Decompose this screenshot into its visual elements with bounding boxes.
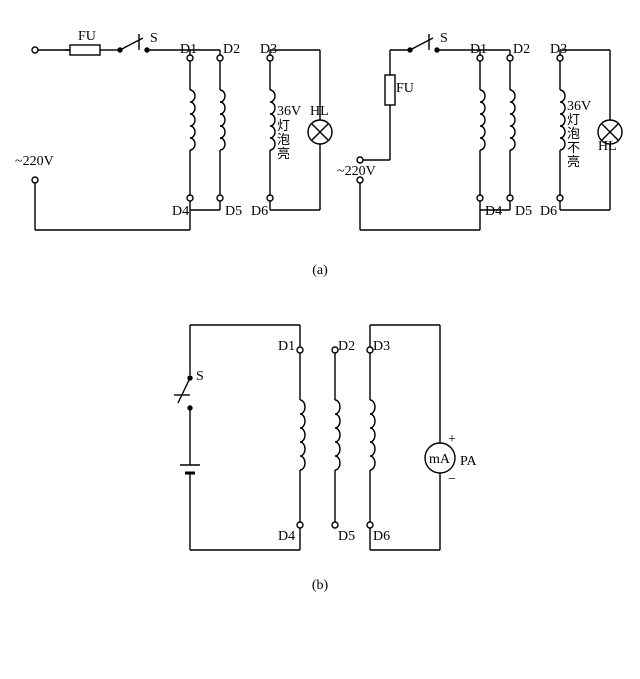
d6-b: D6: [373, 529, 390, 544]
caption-b: (b): [312, 578, 328, 594]
switch-label-r: S: [440, 31, 448, 46]
d5-b: D5: [338, 529, 355, 544]
d4-b: D4: [278, 529, 295, 544]
d1-b: D1: [278, 339, 295, 354]
caption-a: (a): [312, 263, 328, 279]
source-l: ~220V: [15, 154, 54, 169]
d6-l: D6: [251, 204, 268, 219]
meter-label: PA: [460, 454, 478, 469]
lamp-v-l: 36V: [277, 104, 301, 119]
d3-l: D3: [260, 42, 277, 57]
d2-l: D2: [223, 42, 240, 57]
d1-l: D1: [180, 42, 197, 57]
d1-r: D1: [470, 42, 487, 57]
d3-r: D3: [550, 42, 567, 57]
fuse-label-r: FU: [396, 81, 414, 96]
lamp-state-r3: 不: [567, 140, 580, 155]
lamp-state-l1: 灯: [277, 118, 290, 133]
d5-r: D5: [515, 204, 532, 219]
circuit-b: S D1 D2 D3 D4 D5 D6 mA PA + −: [140, 295, 500, 570]
fuse-label-l: FU: [78, 29, 96, 44]
lamp-state-r1: 灯: [567, 112, 580, 127]
d2-b: D2: [338, 339, 355, 354]
lamp-state-r4: 亮: [567, 154, 580, 169]
circuit-a: FU S D1 D2 D3 D4 D5 D6 ~220V 36V 灯 泡 亮 H…: [15, 20, 625, 255]
switch-label-l: S: [150, 31, 158, 46]
d4-r: D4: [485, 204, 502, 219]
d4-l: D4: [172, 204, 189, 219]
source-r: ~220V: [337, 164, 376, 179]
d3-b: D3: [373, 339, 390, 354]
lamp-state-l3: 亮: [277, 146, 290, 161]
d6-r: D6: [540, 204, 557, 219]
hl-l: HL: [310, 104, 329, 119]
d2-r: D2: [513, 42, 530, 57]
lamp-state-l2: 泡: [277, 132, 290, 147]
meter-minus: −: [448, 472, 456, 487]
lamp-state-r2: 泡: [567, 126, 580, 141]
hl-r: HL: [598, 139, 617, 154]
d5-l: D5: [225, 204, 242, 219]
switch-b: S: [196, 369, 204, 384]
meter-symbol: mA: [429, 452, 451, 467]
meter-plus: +: [448, 432, 456, 447]
